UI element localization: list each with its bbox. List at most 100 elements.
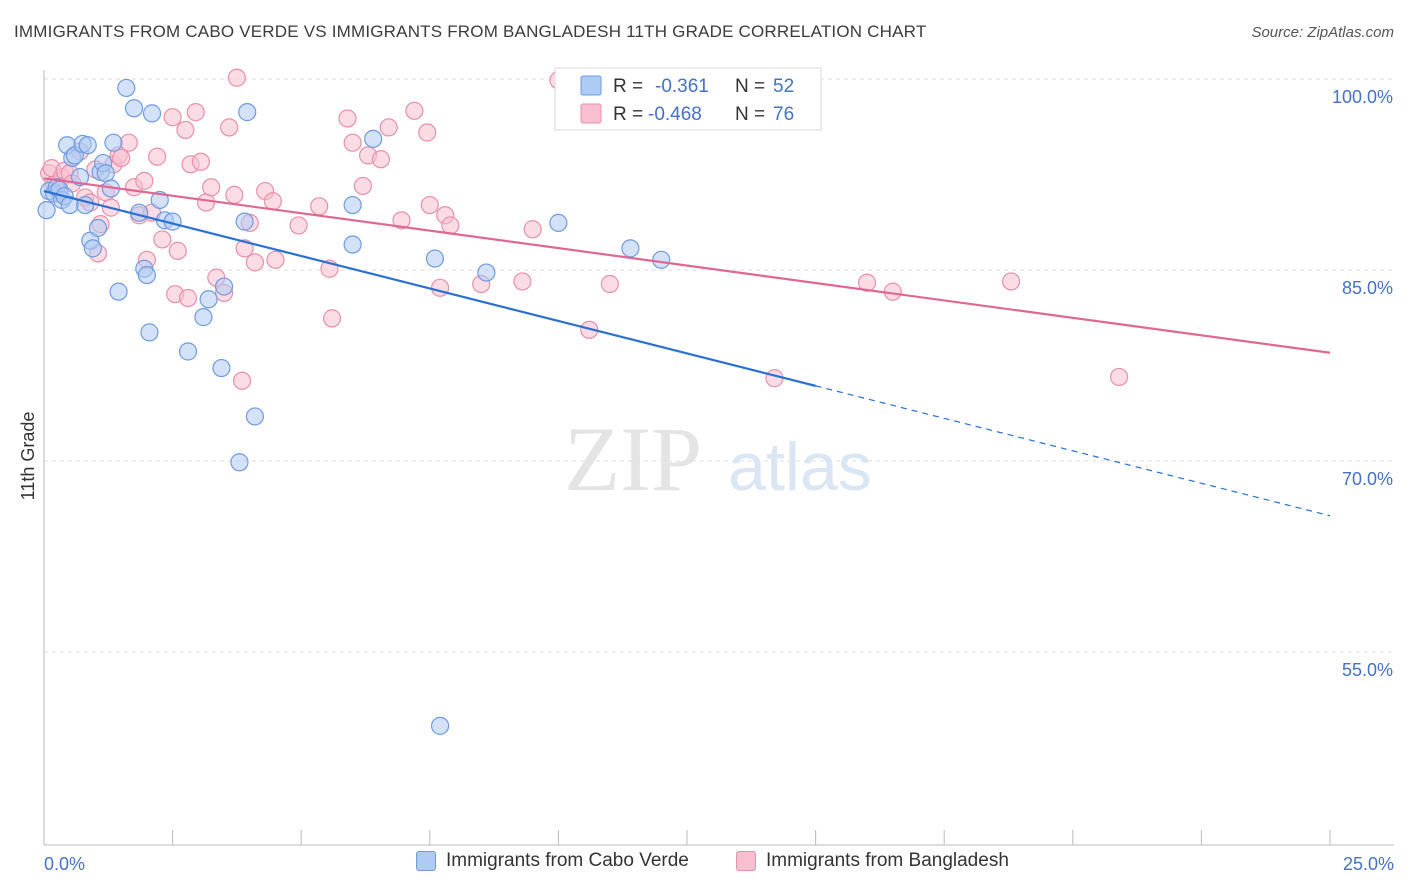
bangladesh-point-67 (513, 272, 532, 291)
y-tick-label-85: 85.0% (1342, 278, 1393, 298)
bangladesh-point-42 (232, 371, 252, 390)
cabo-verde-point-39 (230, 453, 249, 472)
legend-item-bangladesh: Immigrants from Bangladesh (736, 850, 1009, 872)
y-tick-label-55: 55.0% (1342, 660, 1393, 680)
cabo-verde-point-51 (652, 250, 671, 269)
bangladesh-point-43 (235, 239, 254, 258)
bangladesh-point-48 (266, 250, 285, 269)
cabo-verde-point-30 (142, 104, 162, 123)
chart-title: IMMIGRANTS FROM CABO VERDE VS IMMIGRANTS… (14, 22, 927, 41)
cabo-verde-point-44 (343, 195, 362, 215)
bangladesh-trend-line (43, 177, 1331, 354)
legend-swatch-blue (580, 75, 602, 96)
legend-swatch-cabo-verde (416, 851, 436, 871)
watermark-zip: ZIP (564, 408, 702, 510)
bangladesh-point-58 (379, 118, 398, 137)
trend-lines (43, 177, 1331, 517)
legend-label-bangladesh: Immigrants from Bangladesh (766, 850, 1009, 871)
cabo-verde-point-0 (37, 201, 56, 220)
bangladesh-point-26 (153, 230, 172, 249)
bangladesh-point-61 (418, 123, 437, 142)
bangladesh-point-45 (245, 253, 265, 272)
y-tick-labels: 100.0% 85.0% 70.0% 55.0% (1332, 87, 1393, 680)
bangladesh-point-27 (163, 108, 182, 127)
bangladesh-point-47 (263, 192, 283, 211)
cabo-verde-point-45 (364, 129, 383, 148)
cabo-verde-point-31 (150, 190, 169, 210)
legend-swatch-pink (580, 103, 602, 124)
bangladesh-point-18 (112, 148, 131, 168)
grid-lines (44, 78, 1394, 653)
cabo-verde-point-38 (214, 277, 234, 296)
correlation-legend: R = -0.361 N = 52 R = -0.468 N = 76 (554, 67, 822, 131)
series-bangladesh-points (40, 68, 1129, 390)
bangladesh-point-57 (371, 150, 391, 169)
bangladesh-point-65 (441, 216, 460, 235)
bangladesh-point-53 (338, 109, 357, 128)
series-cabo-verde-points (37, 78, 671, 735)
legend-n-value-blue: 52 (773, 76, 794, 97)
legend-r-label-pink: R = (613, 104, 643, 125)
bangladesh-point-62 (420, 195, 439, 215)
legend-r-label-blue: R = (613, 76, 643, 97)
cabo-verde-point-14 (78, 136, 97, 155)
cabo-verde-point-41 (238, 103, 257, 122)
bangladesh-point-35 (196, 193, 216, 212)
bangladesh-point-41 (227, 68, 246, 87)
cabo-verde-point-42 (245, 407, 265, 426)
bangladesh-point-50 (310, 197, 329, 216)
watermark-atlas: atlas (728, 429, 872, 505)
legend-label-cabo-verde: Immigrants from Cabo Verde (446, 850, 689, 871)
bangladesh-point-75 (1001, 272, 1021, 291)
x-tick-label-min: 0.0% (44, 854, 85, 874)
bangladesh-point-30 (176, 120, 195, 140)
cabo-verde-point-40 (235, 212, 254, 231)
legend-n-value-pink: 76 (773, 104, 794, 125)
bangladesh-point-22 (135, 171, 154, 190)
cabo-verde-point-43 (343, 235, 362, 254)
bangladesh-point-19 (119, 133, 138, 152)
cabo-verde-point-37 (212, 358, 231, 378)
cabo-verde-point-47 (430, 716, 450, 735)
cabo-verde-point-29 (140, 323, 159, 342)
bangladesh-point-59 (392, 211, 411, 230)
cabo-verde-trend-line (43, 189, 816, 387)
legend-r-value-blue: -0.361 (655, 76, 709, 97)
legend-n-label-blue: N = (735, 76, 765, 97)
cabo-verde-point-20 (96, 164, 115, 183)
bangladesh-point-68 (523, 220, 542, 239)
y-tick-label-70: 70.0% (1342, 469, 1393, 489)
source-label: Source: ZipAtlas.com (1251, 24, 1394, 41)
bottom-legend: Immigrants from Cabo Verde Immigrants fr… (0, 850, 1406, 880)
cabo-verde-point-22 (104, 133, 123, 152)
cabo-verde-point-25 (124, 99, 144, 118)
bangladesh-point-29 (168, 241, 187, 260)
bangladesh-point-72 (765, 369, 784, 388)
cabo-verde-point-35 (194, 308, 213, 327)
bangladesh-point-52 (322, 309, 342, 328)
bangladesh-point-55 (353, 176, 373, 196)
bangladesh-point-36 (202, 178, 221, 197)
cabo-verde-point-48 (477, 263, 496, 282)
bangladesh-point-49 (289, 216, 308, 235)
bangladesh-point-40 (225, 185, 244, 204)
bangladesh-point-71 (600, 274, 619, 294)
cabo-verde-point-46 (425, 249, 445, 268)
bangladesh-point-73 (857, 273, 877, 292)
cabo-verde-point-11 (70, 167, 90, 187)
y-axis-label: 11th Grade (18, 412, 38, 501)
bangladesh-point-54 (343, 133, 362, 152)
cabo-verde-point-16 (83, 239, 102, 258)
cabo-verde-point-17 (88, 218, 108, 238)
bangladesh-point-63 (430, 278, 450, 297)
cabo-verde-point-34 (178, 342, 198, 361)
y-tick-label-100: 100.0% (1332, 87, 1393, 107)
legend-swatch-bangladesh (736, 851, 756, 871)
legend-r-value-pink: -0.468 (648, 104, 702, 125)
cabo-verde-point-24 (117, 78, 136, 98)
x-tick-label-max: 25.0% (1343, 854, 1394, 874)
bangladesh-point-34 (191, 152, 210, 171)
legend-item-cabo-verde: Immigrants from Cabo Verde (416, 850, 689, 872)
bangladesh-point-31 (178, 288, 198, 308)
